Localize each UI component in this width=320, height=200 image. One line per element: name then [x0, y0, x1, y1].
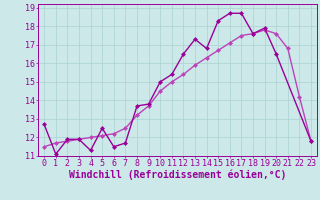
X-axis label: Windchill (Refroidissement éolien,°C): Windchill (Refroidissement éolien,°C): [69, 170, 286, 180]
